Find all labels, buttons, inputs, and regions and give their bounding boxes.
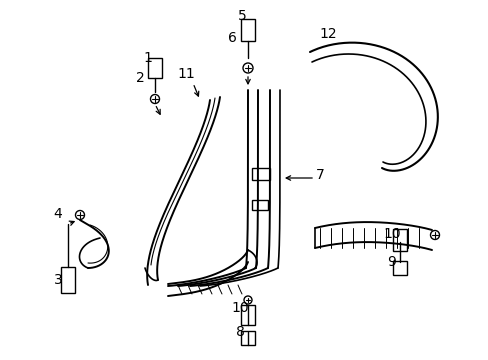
Bar [392,261,406,275]
Text: 11: 11 [177,67,195,81]
Bar [251,200,267,210]
Text: 8: 8 [235,325,244,339]
Bar [392,229,406,251]
Text: 4: 4 [54,207,62,221]
Bar [61,267,75,293]
Text: 2: 2 [135,71,144,85]
Text: 1: 1 [143,51,152,65]
Bar [241,305,254,325]
Bar [251,168,269,180]
Text: 10: 10 [231,301,248,315]
Text: 9: 9 [387,255,396,269]
Text: 3: 3 [54,273,62,287]
Bar [148,58,162,78]
Text: 12: 12 [319,27,336,41]
Text: 7: 7 [315,168,324,182]
Text: 5: 5 [237,9,246,23]
Bar [241,19,254,41]
Text: 10: 10 [383,227,400,241]
Bar [241,331,254,345]
Text: 6: 6 [227,31,236,45]
